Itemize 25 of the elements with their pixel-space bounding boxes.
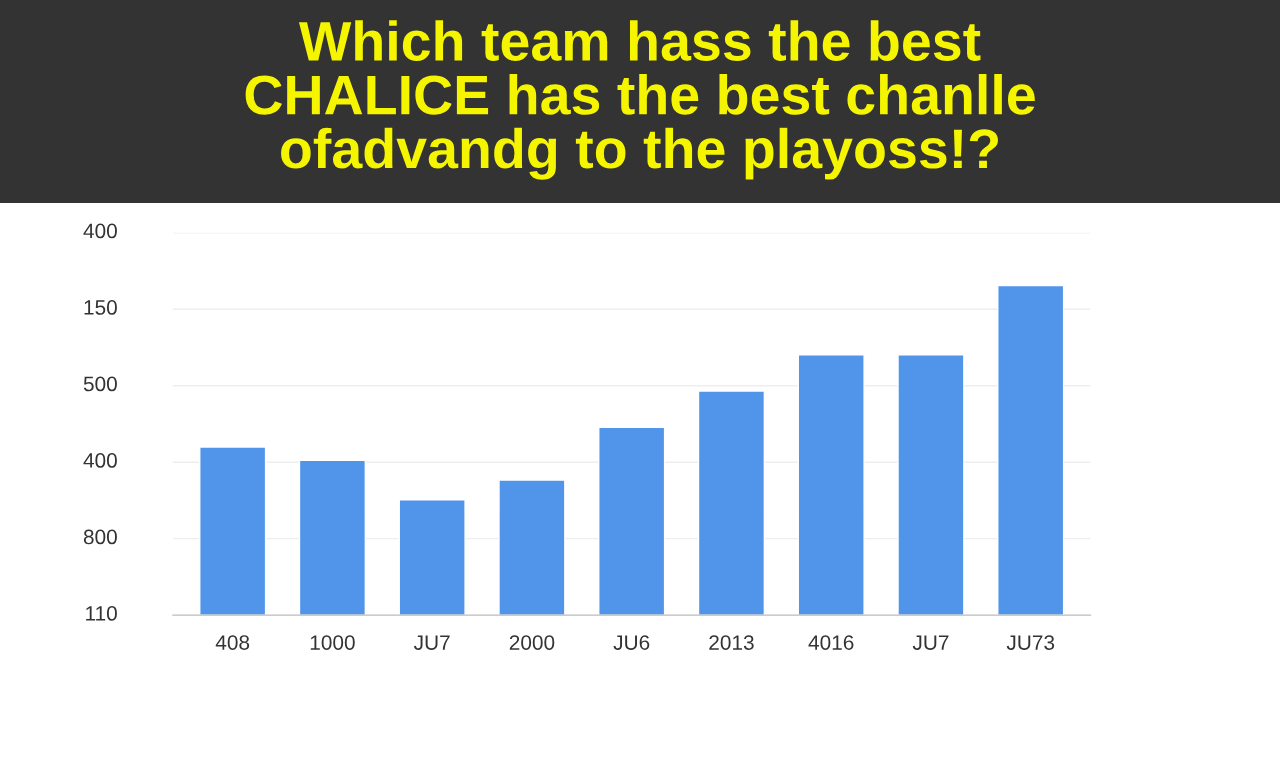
x-tick-label: 2000 [509,635,555,650]
x-tick-label: JU7 [912,635,949,650]
x-tick-label: JU6 [613,635,650,650]
bar [797,354,865,616]
text: 400 [83,453,117,468]
x-tick-label: JU73 [1006,635,1055,650]
bar [398,499,466,616]
text: 150 [84,300,117,315]
bar [498,479,566,616]
bar [199,446,267,616]
x-tick-label: 2013 [709,635,754,650]
x-tick-label: JU7 [413,635,450,650]
bar [697,390,766,616]
chart-title: Which team hass the best CHALICE has the best chanlle ofadvandg to the playoss!? [245,20,1035,180]
text: 500 [83,376,117,392]
x-tick-label: 408 [215,635,250,650]
bar [598,426,666,616]
bar [997,284,1065,616]
text: 110 [86,606,117,621]
x-tick-label: 1000 [310,635,355,650]
text: 800 [83,529,117,545]
bar [897,354,965,616]
bar [298,459,367,616]
x-tick-label: 4016 [808,635,854,650]
text: 400 [83,223,117,239]
